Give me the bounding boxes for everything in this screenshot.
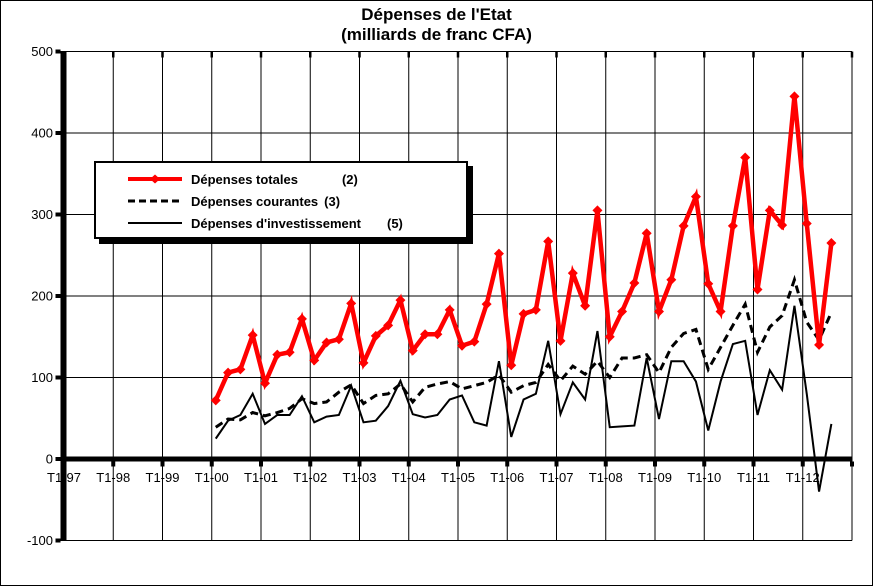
svg-text:T1-00: T1-00	[195, 470, 229, 485]
svg-text:200: 200	[31, 289, 53, 304]
svg-text:T1-02: T1-02	[293, 470, 327, 485]
svg-text:T1-09: T1-09	[638, 470, 672, 485]
chart-title-line1: Dépenses de l'Etat	[361, 5, 512, 24]
svg-text:T1-12: T1-12	[786, 470, 820, 485]
svg-text:T1-03: T1-03	[343, 470, 377, 485]
legend-item-courantes: Dépenses courantes (3)	[96, 190, 466, 212]
legend-item-investissement: Dépenses d'investissement (5)	[96, 212, 466, 234]
legend-label-investissement: Dépenses d'investissement	[191, 215, 361, 231]
svg-text:-100: -100	[27, 533, 53, 548]
series-investissement	[214, 305, 833, 492]
chart-title-line2: (milliards de franc CFA)	[341, 25, 532, 44]
svg-text:T1-99: T1-99	[146, 470, 180, 485]
svg-text:T1-07: T1-07	[540, 470, 574, 485]
series-totales	[213, 96, 834, 402]
svg-text:T1-05: T1-05	[441, 470, 475, 485]
legend-item-totales: Dépenses totales (2)	[96, 168, 466, 190]
series-totales-markers	[210, 91, 837, 406]
svg-text:T1-06: T1-06	[490, 470, 524, 485]
legend: Dépenses totales (2) Dépenses courantes …	[94, 161, 468, 239]
legend-code-investissement: (5)	[387, 215, 403, 231]
svg-text:0: 0	[46, 452, 53, 467]
courantes-line-sample-icon	[128, 199, 182, 203]
svg-text:T1-01: T1-01	[244, 470, 278, 485]
svg-text:T1-97: T1-97	[47, 470, 81, 485]
legend-code-totales: (2)	[341, 171, 358, 187]
svg-text:T1-08: T1-08	[589, 470, 623, 485]
svg-text:T1-11: T1-11	[737, 470, 770, 485]
svg-text:400: 400	[31, 126, 53, 141]
svg-text:300: 300	[31, 207, 53, 222]
chart-title: Dépenses de l'Etat (milliards de franc C…	[1, 5, 872, 45]
axes	[55, 49, 854, 543]
svg-text:100: 100	[31, 370, 53, 385]
x-axis-labels: T1-97 T1-98 T1-99 T1-00 T1-01 T1-02 T1-03 T1-04…	[47, 470, 820, 485]
y-axis-labels: -100 0 100 200 300 400 500	[27, 44, 53, 548]
investissement-line-sample-icon	[128, 222, 182, 224]
svg-text:T1-04: T1-04	[392, 470, 426, 485]
svg-text:500: 500	[31, 44, 53, 59]
svg-text:T1-10: T1-10	[687, 470, 721, 485]
legend-label-courantes: Dépenses courantes	[191, 193, 319, 209]
legend-label-totales: Dépenses totales	[191, 171, 298, 187]
legend-code-courantes: (3)	[324, 193, 341, 209]
series-courantes	[214, 274, 833, 429]
svg-text:T1-98: T1-98	[96, 470, 130, 485]
totales-line-sample-icon	[128, 174, 182, 184]
gridlines	[60, 51, 853, 541]
